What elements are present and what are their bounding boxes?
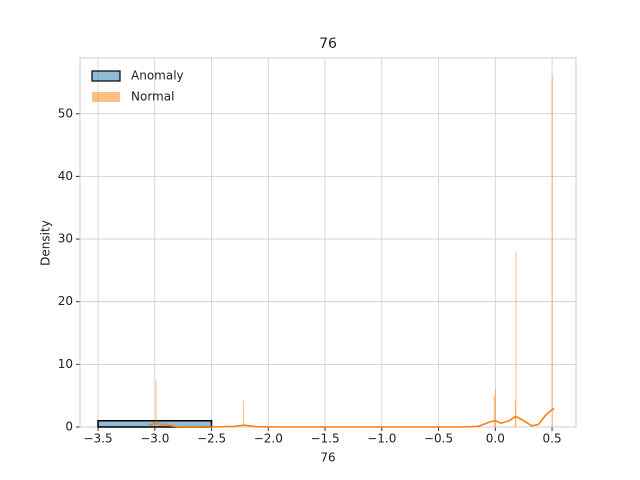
x-tick-label: −3.5 [83, 432, 112, 446]
x-tick-label: −3.0 [140, 432, 169, 446]
legend-label: Anomaly [131, 69, 184, 83]
x-tick-label: −1.0 [367, 432, 396, 446]
histogram-bar [242, 400, 244, 427]
chart-title: 76 [319, 36, 337, 52]
histogram-bar [155, 380, 157, 427]
histogram-bar [493, 395, 495, 427]
y-axis-label: Density [39, 220, 53, 266]
legend-swatch [91, 70, 121, 82]
x-tick-label: −2.5 [197, 432, 226, 446]
y-tick-label: 30 [58, 232, 73, 246]
x-tick-label: 0.0 [486, 432, 505, 446]
histogram-bar [514, 400, 516, 427]
histogram-bar [494, 388, 496, 427]
histogram-bar [515, 251, 517, 427]
histogram-bar [551, 74, 553, 428]
kde-line [148, 408, 555, 428]
y-tick-label: 0 [65, 420, 73, 434]
x-tick-label: −1.5 [310, 432, 339, 446]
x-tick-label: 0.5 [543, 432, 562, 446]
y-tick-label: 20 [58, 294, 73, 308]
y-tick-label: 40 [58, 169, 73, 183]
x-tick-label: −2.0 [254, 432, 283, 446]
y-tick-label: 50 [58, 106, 73, 120]
x-axis-label: 76 [320, 451, 335, 465]
y-tick-label: 10 [58, 357, 73, 371]
legend-label: Normal [131, 90, 174, 104]
x-tick-label: −0.5 [424, 432, 453, 446]
legend-swatch [92, 92, 120, 102]
